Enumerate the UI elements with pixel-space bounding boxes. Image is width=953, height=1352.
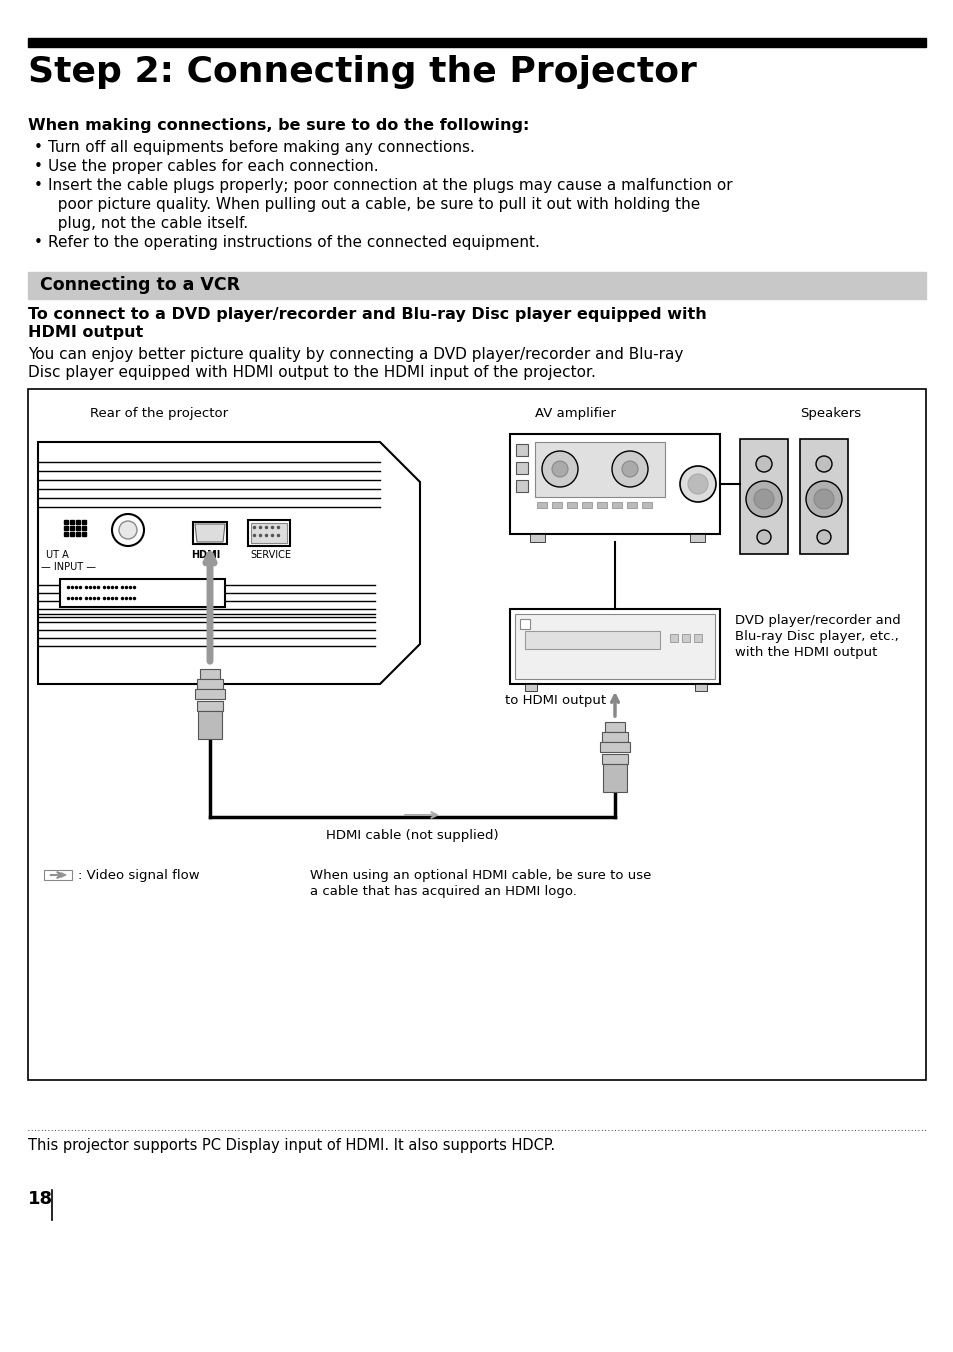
Bar bbox=[28, 272, 925, 299]
Bar bbox=[193, 522, 227, 544]
Text: plug, not the cable itself.: plug, not the cable itself. bbox=[48, 216, 248, 231]
Text: Rear of the projector: Rear of the projector bbox=[90, 407, 228, 420]
Text: to HDMI output: to HDMI output bbox=[504, 694, 605, 707]
Bar bbox=[612, 502, 621, 508]
Bar bbox=[535, 442, 664, 498]
Polygon shape bbox=[38, 442, 419, 684]
Text: SERVICE: SERVICE bbox=[250, 550, 291, 560]
Bar bbox=[200, 669, 220, 679]
Text: Turn off all equipments before making any connections.: Turn off all equipments before making an… bbox=[48, 141, 475, 155]
Text: AV amplifier: AV amplifier bbox=[535, 407, 616, 420]
Bar bbox=[44, 869, 71, 880]
Text: This projector supports PC Display input of HDMI. It also supports HDCP.: This projector supports PC Display input… bbox=[28, 1138, 555, 1153]
Text: When using an optional HDMI cable, be sure to use: When using an optional HDMI cable, be su… bbox=[310, 869, 651, 882]
Circle shape bbox=[757, 530, 770, 544]
Text: You can enjoy better picture quality by connecting a DVD player/recorder and Blu: You can enjoy better picture quality by … bbox=[28, 347, 682, 362]
Circle shape bbox=[612, 452, 647, 487]
Text: Disc player equipped with HDMI output to the HDMI input of the projector.: Disc player equipped with HDMI output to… bbox=[28, 365, 596, 380]
Text: HDMI cable (not supplied): HDMI cable (not supplied) bbox=[325, 829, 497, 842]
Bar bbox=[599, 742, 629, 752]
Bar bbox=[601, 754, 627, 764]
Circle shape bbox=[687, 475, 707, 493]
Bar bbox=[669, 634, 678, 642]
Bar bbox=[740, 439, 787, 554]
Bar bbox=[641, 502, 651, 508]
Bar bbox=[537, 502, 546, 508]
Bar bbox=[524, 684, 537, 691]
Text: poor picture quality. When pulling out a cable, be sure to pull it out with hold: poor picture quality. When pulling out a… bbox=[48, 197, 700, 212]
Text: Insert the cable plugs properly; poor connection at the plugs may cause a malfun: Insert the cable plugs properly; poor co… bbox=[48, 178, 732, 193]
Text: •: • bbox=[34, 160, 43, 174]
Bar bbox=[196, 679, 223, 690]
Bar bbox=[198, 711, 222, 740]
Text: : Video signal flow: : Video signal flow bbox=[78, 869, 199, 882]
Text: HDMI: HDMI bbox=[191, 550, 220, 560]
Circle shape bbox=[541, 452, 578, 487]
Text: •: • bbox=[34, 178, 43, 193]
Bar bbox=[196, 700, 223, 711]
Text: — INPUT —: — INPUT — bbox=[41, 562, 96, 572]
Text: Refer to the operating instructions of the connected equipment.: Refer to the operating instructions of t… bbox=[48, 235, 539, 250]
Text: HDMI output: HDMI output bbox=[28, 324, 143, 339]
Bar bbox=[524, 631, 659, 649]
Bar bbox=[566, 502, 577, 508]
Bar bbox=[552, 502, 561, 508]
Text: When making connections, be sure to do the following:: When making connections, be sure to do t… bbox=[28, 118, 529, 132]
Circle shape bbox=[621, 461, 638, 477]
Circle shape bbox=[816, 530, 830, 544]
Bar bbox=[681, 634, 689, 642]
Bar bbox=[604, 722, 624, 731]
Text: •: • bbox=[34, 141, 43, 155]
Circle shape bbox=[745, 481, 781, 516]
Circle shape bbox=[813, 489, 833, 508]
Bar bbox=[248, 521, 290, 546]
Text: Connecting to a VCR: Connecting to a VCR bbox=[40, 276, 240, 293]
Bar bbox=[516, 462, 527, 475]
Circle shape bbox=[755, 456, 771, 472]
Bar bbox=[601, 731, 627, 742]
Bar bbox=[60, 579, 225, 607]
Circle shape bbox=[815, 456, 831, 472]
Text: •: • bbox=[34, 235, 43, 250]
Bar bbox=[581, 502, 592, 508]
Bar bbox=[28, 38, 925, 47]
Circle shape bbox=[753, 489, 773, 508]
Bar bbox=[695, 684, 706, 691]
Bar bbox=[516, 443, 527, 456]
Text: Speakers: Speakers bbox=[800, 407, 861, 420]
Circle shape bbox=[679, 466, 716, 502]
Bar bbox=[510, 434, 720, 534]
Bar bbox=[689, 534, 704, 542]
Circle shape bbox=[552, 461, 567, 477]
Text: with the HDMI output: with the HDMI output bbox=[734, 646, 877, 658]
Text: Step 2: Connecting the Projector: Step 2: Connecting the Projector bbox=[28, 55, 696, 89]
Circle shape bbox=[805, 481, 841, 516]
Text: To connect to a DVD player/recorder and Blu-ray Disc player equipped with: To connect to a DVD player/recorder and … bbox=[28, 307, 706, 322]
Bar bbox=[519, 619, 530, 629]
Bar bbox=[800, 439, 847, 554]
Text: a cable that has acquired an HDMI logo.: a cable that has acquired an HDMI logo. bbox=[310, 886, 577, 898]
Bar bbox=[251, 523, 287, 544]
Bar bbox=[530, 534, 544, 542]
Text: DVD player/recorder and: DVD player/recorder and bbox=[734, 614, 900, 627]
Bar bbox=[510, 608, 720, 684]
Polygon shape bbox=[194, 525, 225, 542]
Text: Blu-ray Disc player, etc.,: Blu-ray Disc player, etc., bbox=[734, 630, 898, 644]
Bar bbox=[515, 614, 714, 679]
Bar bbox=[28, 389, 925, 1080]
Bar bbox=[194, 690, 225, 699]
Bar bbox=[626, 502, 637, 508]
Text: UT A: UT A bbox=[46, 550, 69, 560]
Bar bbox=[516, 480, 527, 492]
Circle shape bbox=[119, 521, 137, 539]
Text: 18: 18 bbox=[28, 1190, 53, 1207]
Circle shape bbox=[112, 514, 144, 546]
Text: Use the proper cables for each connection.: Use the proper cables for each connectio… bbox=[48, 160, 378, 174]
Bar bbox=[602, 764, 626, 792]
Bar bbox=[597, 502, 606, 508]
Bar bbox=[693, 634, 701, 642]
